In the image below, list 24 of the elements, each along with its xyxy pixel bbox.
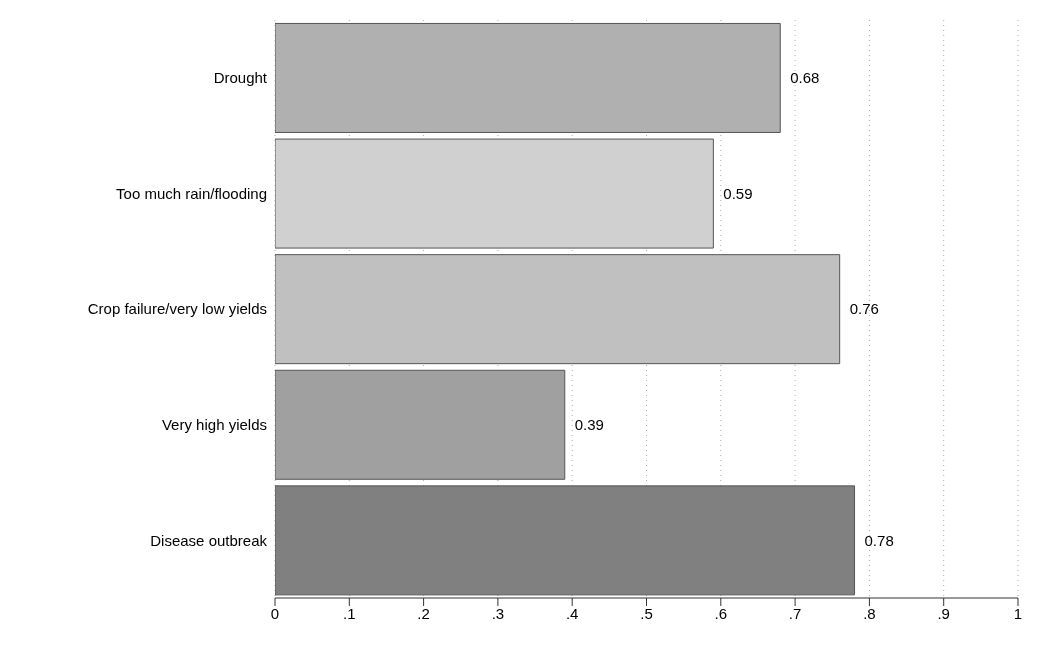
x-tick-label: .2 <box>417 604 430 622</box>
x-tick-label: 1 <box>1013 604 1023 622</box>
x-tick-label: .6 <box>714 604 728 622</box>
x-tick-label: .4 <box>565 604 579 622</box>
bar <box>275 485 856 596</box>
x-tick-label: .9 <box>937 604 950 622</box>
y-tick-label: Very high yields <box>161 415 267 433</box>
data-label: 0.59 <box>723 184 753 202</box>
data-label: 0.39 <box>574 416 604 434</box>
y-tick-label: Crop failure/very low yields <box>87 300 267 318</box>
y-tick-label: Drought <box>213 69 268 87</box>
y-tick-label: Disease outbreak <box>150 531 268 549</box>
data-label: 0.76 <box>849 300 879 318</box>
data-label: 0.68 <box>790 69 820 87</box>
data-label: 0.78 <box>864 531 894 549</box>
bar <box>275 138 714 249</box>
bar <box>275 254 841 365</box>
x-tick-label: 0 <box>270 604 280 622</box>
x-tick-label: .7 <box>788 604 802 622</box>
x-tick-label: .3 <box>491 604 505 622</box>
y-tick-label: Too much rain/flooding <box>116 184 267 202</box>
x-tick-label: .8 <box>863 604 876 622</box>
x-tick-label: .5 <box>640 604 653 622</box>
x-tick-label: .1 <box>343 604 356 622</box>
